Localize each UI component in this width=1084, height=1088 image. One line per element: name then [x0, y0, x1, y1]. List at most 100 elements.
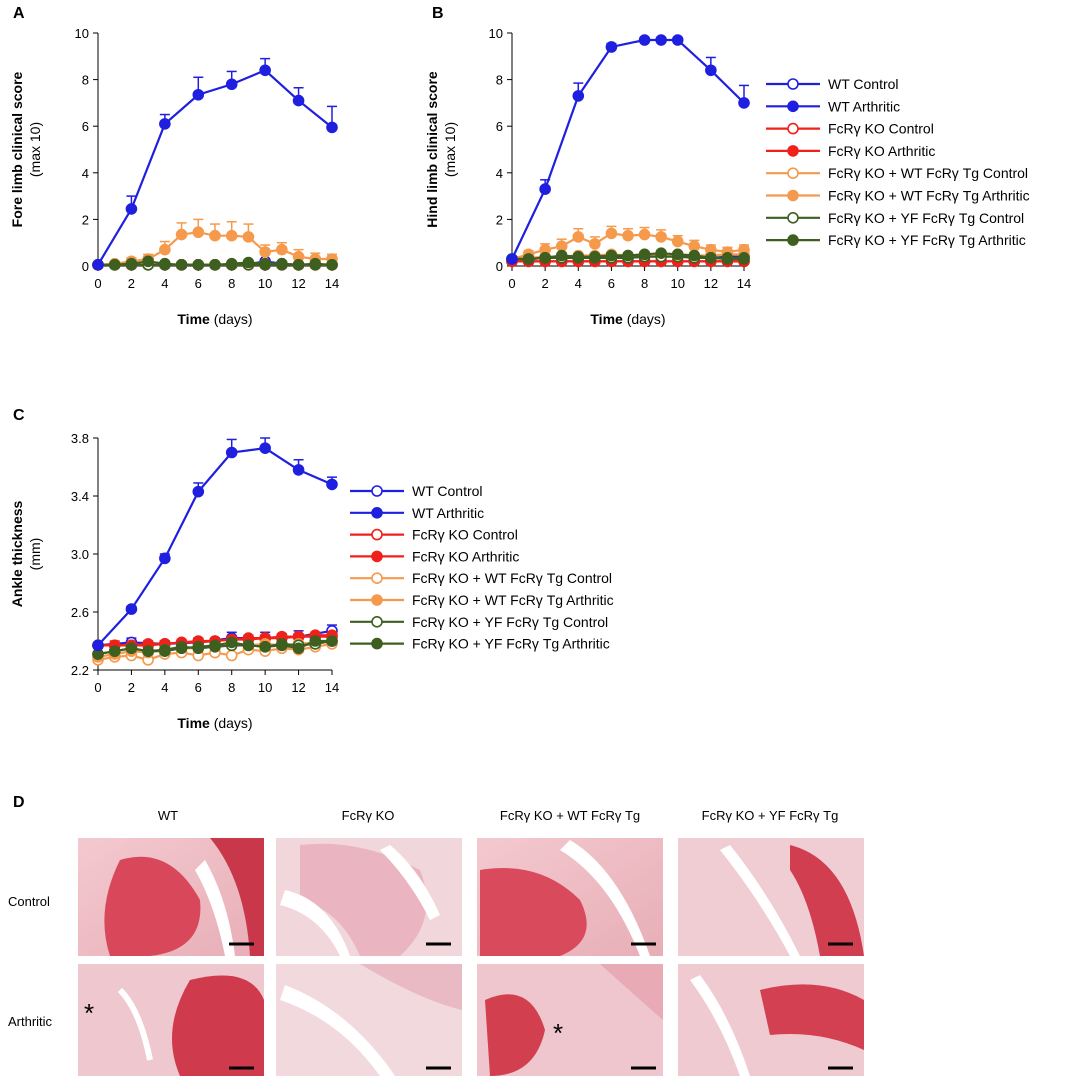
data-point — [92, 259, 104, 271]
y-tick-label: 2.6 — [71, 605, 89, 620]
y-axis-subtitle: (max 10) — [27, 122, 43, 177]
data-point — [125, 603, 138, 615]
data-point — [555, 240, 568, 252]
data-point — [326, 478, 338, 491]
data-point — [192, 485, 205, 498]
legend-swatch-marker — [787, 167, 799, 179]
y-tick-label: 3.0 — [71, 547, 89, 562]
data-point — [738, 253, 750, 265]
asterisk-marker-2: * — [553, 1018, 563, 1048]
data-point — [259, 442, 271, 454]
data-point — [572, 250, 585, 263]
data-point — [539, 183, 551, 195]
histology-wt-control — [78, 838, 264, 956]
x-axis-title: Time (days) — [177, 715, 252, 731]
x-tick-label: 10 — [258, 680, 272, 695]
y-tick-label: 0 — [496, 259, 503, 274]
data-point — [738, 97, 750, 109]
histology-yftg-control — [678, 838, 864, 956]
data-point — [209, 259, 221, 271]
x-tick-label: 12 — [291, 276, 305, 291]
column-header-wt: WT — [158, 808, 178, 823]
y-tick-label: 6 — [496, 119, 503, 134]
data-point — [159, 257, 171, 270]
legend-entry-yf_con: FcRγ KO + YF FcRγ Tg Control — [350, 614, 608, 630]
series-line — [97, 447, 333, 647]
histology-wt-arthritic: * — [78, 964, 264, 1076]
series-yf_art — [92, 635, 338, 660]
x-tick-label: 2 — [128, 680, 135, 695]
data-point — [225, 78, 238, 91]
series-wt_art — [92, 57, 338, 271]
data-point — [192, 259, 205, 271]
histology-ko-arthritic — [276, 964, 462, 1076]
legend-swatch-marker — [787, 122, 799, 135]
data-point — [159, 552, 171, 565]
y-tick-label: 3.4 — [71, 489, 89, 504]
x-tick-label: 8 — [641, 276, 648, 291]
legend-swatch-marker — [371, 550, 383, 563]
data-point — [159, 645, 171, 657]
legend-entry-wt_art: WT Arthritic — [350, 505, 484, 521]
data-point — [292, 642, 305, 655]
y-tick-label: 2 — [82, 212, 89, 227]
data-point — [572, 90, 585, 102]
data-point — [159, 118, 171, 130]
y-tick-label: 3.8 — [71, 431, 89, 446]
data-point — [259, 257, 271, 270]
data-point — [705, 252, 717, 264]
data-point — [292, 259, 305, 271]
y-tick-label: 6 — [82, 119, 89, 134]
data-point — [292, 464, 305, 476]
y-axis-title: Fore limb clinical score — [9, 71, 25, 227]
column-header-yf-tg: FcRγ KO + YF FcRγ Tg — [702, 808, 839, 823]
y-tick-label: 10 — [489, 26, 503, 41]
data-point — [175, 228, 188, 241]
data-point — [209, 229, 221, 242]
y-axis-subtitle: (mm) — [27, 538, 43, 571]
legend-label: WT Control — [412, 483, 483, 499]
data-point — [721, 253, 734, 265]
legend-entry-yf_con: FcRγ KO + YF FcRγ Tg Control — [766, 210, 1024, 226]
data-point — [292, 94, 305, 107]
x-tick-label: 2 — [542, 276, 549, 291]
x-tick-label: 0 — [94, 276, 101, 291]
data-point — [688, 240, 701, 252]
data-point — [108, 259, 121, 271]
data-point — [309, 635, 322, 647]
y-axis-title: Ankle thickness — [9, 500, 25, 607]
data-point — [225, 649, 238, 662]
legend-swatch-marker — [787, 100, 799, 113]
series-wtg_art — [92, 218, 338, 271]
x-tick-label: 10 — [670, 276, 684, 291]
data-point — [705, 64, 717, 77]
data-point — [655, 34, 667, 46]
legend-entry-wt_art: WT Arthritic — [766, 98, 900, 114]
data-point — [242, 256, 255, 269]
data-point — [125, 203, 138, 215]
data-point — [242, 231, 255, 243]
chart-hind-limb-score: 0 2 4 6 8 10 0 2 4 6 8 10 12 14 Time (days) Hind limb c… — [424, 26, 751, 327]
data-point — [605, 41, 618, 53]
data-point — [638, 228, 651, 241]
data-point — [638, 248, 651, 261]
legend-entry-wtg_art: FcRγ KO + WT FcRγ Tg Arthritic — [766, 188, 1030, 204]
data-point — [242, 639, 255, 652]
data-point — [605, 227, 618, 240]
data-point — [622, 229, 634, 242]
data-point — [638, 34, 651, 46]
data-point — [225, 229, 238, 242]
histology-panel: WT FcRγ KO FcRγ KO + WT FcRγ Tg FcRγ KO … — [8, 808, 864, 1076]
data-point — [125, 257, 138, 270]
legend-label: FcRγ KO + YF FcRγ Tg Arthritic — [412, 636, 610, 652]
x-tick-label: 4 — [161, 680, 168, 695]
legend-swatch-marker — [371, 615, 383, 628]
legend-label: FcRγ KO + YF FcRγ Tg Control — [828, 210, 1024, 226]
legend-label: FcRγ KO Arthritic — [412, 548, 519, 564]
legend-entry-wtg_con: FcRγ KO + WT FcRγ Tg Control — [350, 570, 612, 586]
series-yf_art — [92, 255, 338, 271]
x-tick-label: 6 — [195, 276, 202, 291]
legend-swatch-marker — [787, 145, 799, 157]
x-tick-label: 14 — [737, 276, 751, 291]
data-point — [589, 238, 601, 250]
